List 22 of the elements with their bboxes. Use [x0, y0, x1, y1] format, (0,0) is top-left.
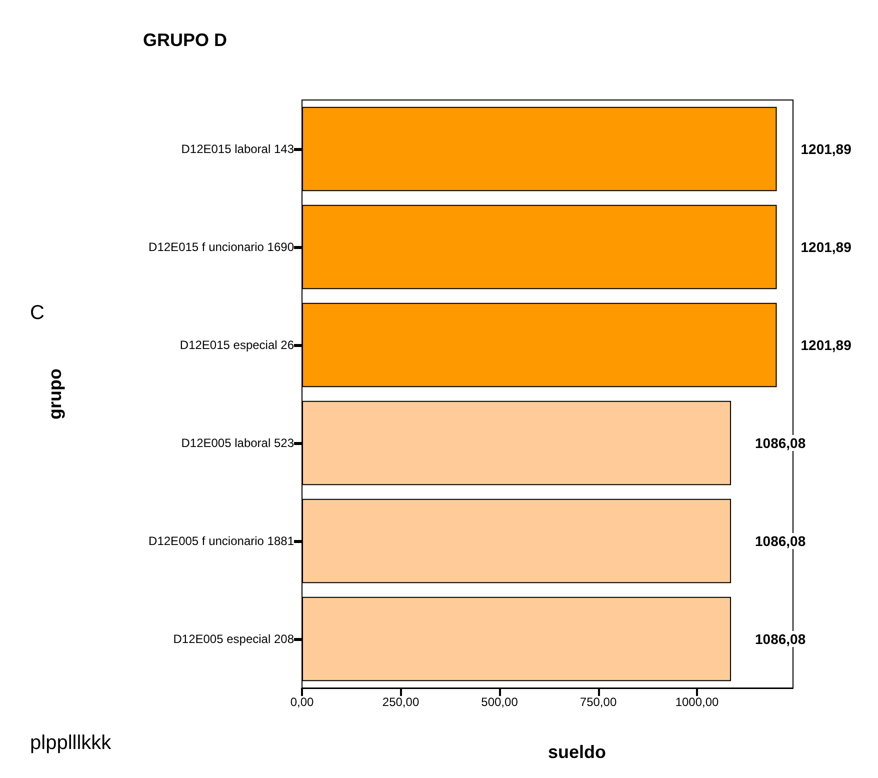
y-tick-label: D12E015 f uncionario 1690	[148, 240, 294, 254]
text: plpplllkkk	[30, 732, 112, 754]
x-tick-label: 500,00	[481, 695, 518, 709]
data-label: 1201,89	[800, 141, 852, 157]
data-label: 1086,08	[755, 435, 806, 451]
data-label: 1086,08	[755, 533, 806, 549]
x-tick-label: 750,00	[580, 695, 617, 709]
x-tick-label: 1000,00	[675, 695, 720, 709]
x-tick-label: 250,00	[382, 695, 420, 709]
data-label: 1086,08	[755, 631, 806, 647]
y-tick-label: D12E015 laboral 143	[181, 142, 294, 156]
y-axis-title: grupo	[45, 368, 65, 420]
y-tick-label: D12E015 especial 26	[180, 338, 294, 352]
x-tick-label: 0,00	[290, 695, 314, 709]
x-axis-title: sueldo	[548, 742, 606, 762]
y-tick-label: D12E005 especial 208	[173, 632, 294, 646]
data-label: 1201,89	[800, 337, 852, 353]
y-tick-label: D12E005 f uncionario 1881	[148, 534, 294, 548]
text: C	[30, 302, 44, 324]
y-tick-label: D12E005 laboral 523	[181, 436, 294, 450]
chart-title: GRUPO D	[143, 30, 228, 50]
data-label: 1201,89	[800, 239, 852, 255]
